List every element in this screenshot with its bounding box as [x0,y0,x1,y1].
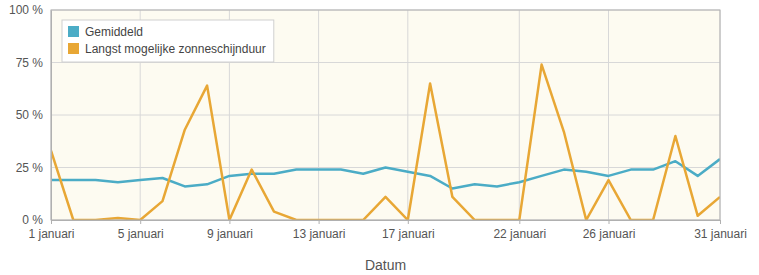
x-tick: 17 januari [382,220,435,241]
x-tick: 1 januari [28,220,74,241]
y-axis-line [51,11,52,221]
y-tick: 100 % [9,3,51,17]
series-line [51,65,720,220]
x-tick-label: 1 januari [28,227,74,241]
grid [51,10,720,220]
x-tick-label: 22 januari [493,227,546,241]
legend-swatch [68,26,79,37]
y-tick: 0 % [22,213,51,227]
x-tick-mark [408,220,409,224]
chart: 0 % 25 % 50 % 75 % 100 % 1 januari 5 januari 9 … [0,0,759,275]
x-tick-mark [319,220,320,224]
y-tick-label: 100 % [9,3,43,17]
y-tick-label: 25 % [16,161,44,175]
x-tick-mark [229,220,230,224]
x-tick: 22 januari [493,220,546,241]
lines [51,65,720,220]
y-tick: 50 % [16,108,51,122]
x-tick-mark [51,220,52,224]
x-tick-label: 26 januari [583,227,636,241]
x-axis: 1 januari 5 januari 9 januari 13 januari 17 … [28,220,746,241]
y-tick-label: 0 % [22,213,43,227]
legend-label: Langst mogelijke zonneschijnduur [85,42,266,56]
x-tick-label: 31 januari [694,227,747,241]
x-tick-mark [609,220,610,224]
y-tick: 75 % [16,56,51,70]
y-tick-label: 75 % [16,56,44,70]
x-tick-label: 9 januari [207,227,253,241]
x-tick: 9 januari [207,220,253,241]
series-line [51,159,720,188]
y-tick: 25 % [16,161,51,175]
legend: Gemiddeld Langst mogelijke zonneschijnduu… [62,20,274,62]
x-grid-line [608,10,609,220]
x-axis-title: Datum [365,257,406,273]
x-tick: 5 januari [118,220,164,241]
x-axis-line [52,221,721,225]
y-axis: 0 % 25 % 50 % 75 % 100 % [9,3,52,227]
y-tick-label: 50 % [16,108,44,122]
legend-box [62,20,274,62]
legend-label: Gemiddeld [85,25,143,39]
x-tick-label: 17 januari [382,227,435,241]
plot-frame [51,10,720,220]
x-tick-mark [140,220,141,224]
x-grid-line [407,10,408,220]
x-tick: 26 januari [583,220,636,241]
x-tick-label: 5 januari [118,227,164,241]
plot-background [51,10,720,220]
legend-swatch [68,43,79,54]
x-tick: 13 januari [293,220,346,241]
x-tick-label: 13 januari [293,227,346,241]
x-grid-line [318,10,319,220]
x-tick: 31 januari [694,220,747,241]
x-tick-mark [519,220,520,224]
x-grid-line [519,10,520,220]
x-tick-mark [720,220,721,224]
y-grid-line [51,115,720,116]
